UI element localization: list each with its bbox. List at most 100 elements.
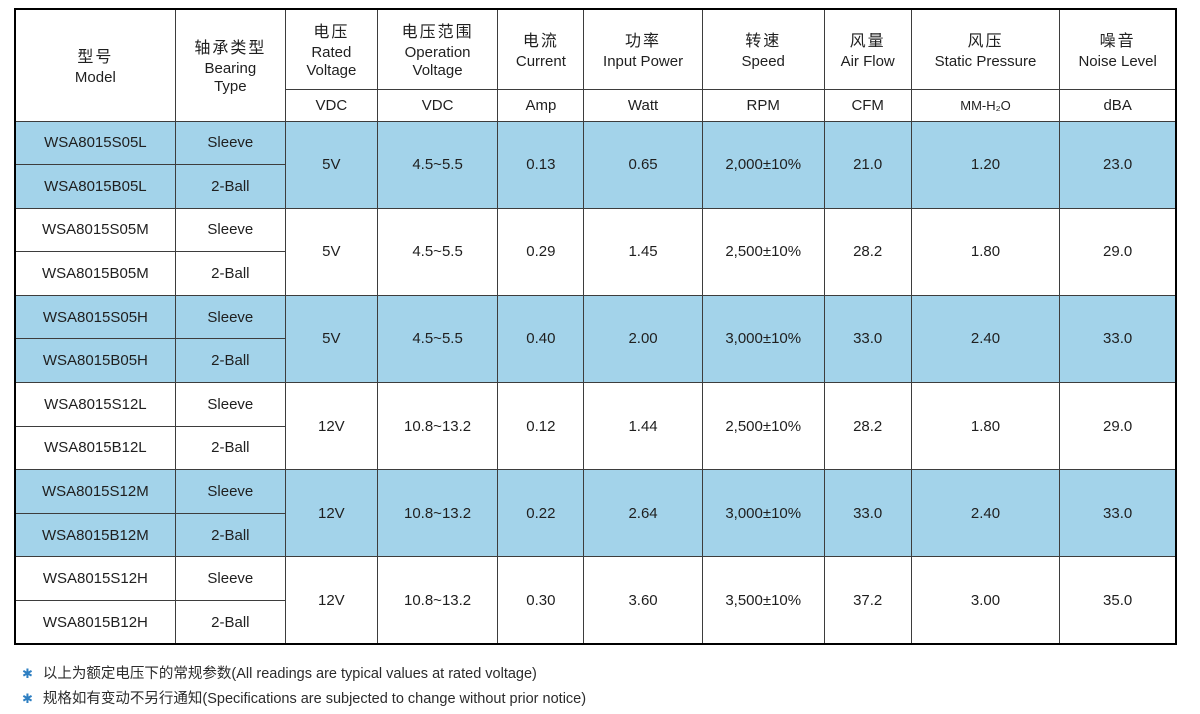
unit-speed: RPM [701, 88, 825, 122]
bearing-cell: 2-Ball [174, 600, 286, 645]
input-power-cell: 2.00 [583, 294, 703, 384]
col-header-operation-voltage-en: Operation Voltage [404, 43, 471, 80]
current-cell: 0.13 [497, 120, 585, 209]
speed-cell: 3,500±10% [701, 556, 825, 645]
table-row: WSA8015S05H Sleeve 5V 4.5~5.5 0.40 2.00 3,000±… [14, 294, 1177, 384]
bearing-cell: 2-Ball [174, 512, 286, 558]
input-power-cell: 0.65 [583, 120, 703, 209]
input-power-cell: 3.60 [583, 556, 703, 645]
col-header-speed: 转速 Speed [701, 8, 825, 90]
speed-cell: 2,500±10% [701, 382, 825, 471]
col-header-static-pressure-zh: 风压 [967, 32, 1004, 50]
rated-voltage-cell: 12V [284, 556, 378, 645]
table-row: WSA8015B05H 2-Ball [14, 338, 1176, 384]
air-flow-cell: 28.2 [823, 207, 912, 296]
static-pressure-cell: 1.20 [910, 120, 1061, 209]
model-cell: WSA8015B05M [14, 251, 176, 296]
current-cell: 0.12 [497, 382, 585, 471]
bearing-cell: Sleeve [174, 382, 286, 427]
air-flow-cell: 33.0 [823, 469, 912, 558]
bearing-cell: 2-Ball [174, 251, 286, 296]
spec-table-header: 型号 Model 轴承类型 Bearing Type 电压 Rated Volt… [14, 8, 1177, 122]
col-header-model: 型号 Model [14, 8, 176, 122]
noise-cell: 29.0 [1059, 207, 1177, 296]
static-pressure-cell: 1.80 [910, 207, 1061, 296]
col-header-static-pressure: 风压 Static Pressure [910, 8, 1061, 90]
air-flow-cell: 21.0 [823, 120, 912, 209]
bearing-cell: Sleeve [174, 207, 286, 253]
static-pressure-cell: 2.40 [910, 294, 1061, 384]
noise-cell: 23.0 [1059, 120, 1177, 209]
static-pressure-cell: 1.80 [910, 382, 1061, 471]
col-header-input-power-en: Input Power [603, 52, 684, 70]
col-header-current: 电流 Current [497, 8, 585, 90]
operation-voltage-cell: 4.5~5.5 [376, 120, 499, 209]
table-row: WSA8015S12L Sleeve 12V 10.8~13.2 0.12 1.44 2,5… [14, 382, 1177, 471]
model-cell: WSA8015B12L [14, 425, 176, 471]
model-cell: WSA8015B05H [14, 338, 176, 384]
footnote-text: 规格如有变动不另行通知(Specifications are subjected… [42, 691, 587, 707]
footnote-line: ✱ 以上为额定电压下的常规参数(All readings are typical… [22, 662, 586, 683]
noise-cell: 29.0 [1059, 382, 1177, 471]
model-cell: WSA8015S05M [14, 207, 176, 253]
air-flow-cell: 28.2 [823, 382, 912, 471]
col-header-noise: 噪音 Noise Level [1059, 8, 1177, 90]
operation-voltage-cell: 10.8~13.2 [376, 382, 499, 471]
model-cell: WSA8015S05H [14, 294, 176, 340]
col-header-speed-en: Speed [741, 52, 785, 70]
bearing-cell: 2-Ball [174, 164, 286, 209]
speed-cell: 3,000±10% [701, 469, 825, 558]
noise-cell: 33.0 [1059, 469, 1177, 558]
model-cell: WSA8015B12H [14, 600, 176, 645]
model-cell: WSA8015S12M [14, 469, 176, 514]
col-header-bearing-zh: 轴承类型 [194, 39, 267, 57]
operation-voltage-cell: 10.8~13.2 [376, 469, 499, 558]
col-header-bearing-en: Bearing Type [204, 59, 257, 96]
col-header-noise-zh: 噪音 [1099, 32, 1136, 50]
unit-operation-voltage: VDC [376, 88, 499, 122]
bearing-cell: Sleeve [174, 556, 286, 602]
spec-table: 型号 Model 轴承类型 Bearing Type 电压 Rated Volt… [14, 8, 1177, 646]
input-power-cell: 1.45 [583, 207, 703, 296]
static-pressure-cell: 2.40 [910, 469, 1061, 558]
input-power-cell: 2.64 [583, 469, 703, 558]
rated-voltage-cell: 12V [284, 469, 378, 558]
col-header-current-en: Current [515, 52, 566, 70]
asterisk-icon: ✱ [22, 691, 33, 706]
col-header-speed-zh: 转速 [745, 32, 782, 50]
model-cell: WSA8015B12M [14, 512, 176, 558]
col-header-bearing: 轴承类型 Bearing Type [174, 8, 286, 122]
speed-cell: 2,500±10% [701, 207, 825, 296]
unit-noise: dBA [1059, 88, 1177, 122]
current-cell: 0.22 [497, 469, 585, 558]
table-row: WSA8015B12L 2-Ball [14, 425, 1176, 471]
model-cell: WSA8015S05L [14, 120, 176, 166]
table-row: WSA8015S05M Sleeve 5V 4.5~5.5 0.29 1.45 2,500±… [14, 207, 1177, 296]
col-header-current-zh: 电流 [522, 32, 559, 50]
table-row: WSA8015S12H Sleeve 12V 10.8~13.2 0.30 3.60 3,5… [14, 556, 1177, 645]
col-header-rated-voltage: 电压 Rated Voltage [284, 8, 378, 90]
col-header-operation-voltage-zh: 电压范围 [401, 23, 474, 41]
asterisk-icon: ✱ [22, 666, 33, 681]
rated-voltage-cell: 12V [284, 382, 378, 471]
spec-table-body: WSA8015S05L Sleeve 5V 4.5~5.5 0.13 0.65 2,000±… [14, 120, 1177, 645]
input-power-cell: 1.44 [583, 382, 703, 471]
noise-cell: 33.0 [1059, 294, 1177, 384]
col-header-input-power-zh: 功率 [625, 32, 662, 50]
operation-voltage-cell: 4.5~5.5 [376, 294, 499, 384]
noise-cell: 35.0 [1059, 556, 1177, 645]
unit-input-power: Watt [583, 88, 703, 122]
footnote-line: ✱ 规格如有变动不另行通知(Specifications are subject… [22, 687, 586, 708]
table-row: WSA8015S12M Sleeve 12V 10.8~13.2 0.22 2.64 3,0… [14, 469, 1177, 558]
header-label-row: 型号 Model 轴承类型 Bearing Type 电压 Rated Volt… [14, 8, 1177, 122]
air-flow-cell: 33.0 [823, 294, 912, 384]
current-cell: 0.40 [497, 294, 585, 384]
table-row: WSA8015B12H 2-Ball [14, 600, 1176, 645]
col-header-noise-en: Noise Level [1078, 52, 1157, 70]
model-cell: WSA8015B05L [14, 164, 176, 209]
col-header-rated-voltage-en: Rated Voltage [306, 43, 357, 80]
header-units-row: VDC VDC Amp Watt RPM CFM MM-H₂O dBA [15, 88, 1177, 122]
unit-rated-voltage: VDC [284, 88, 378, 122]
static-pressure-cell: 3.00 [910, 556, 1061, 645]
